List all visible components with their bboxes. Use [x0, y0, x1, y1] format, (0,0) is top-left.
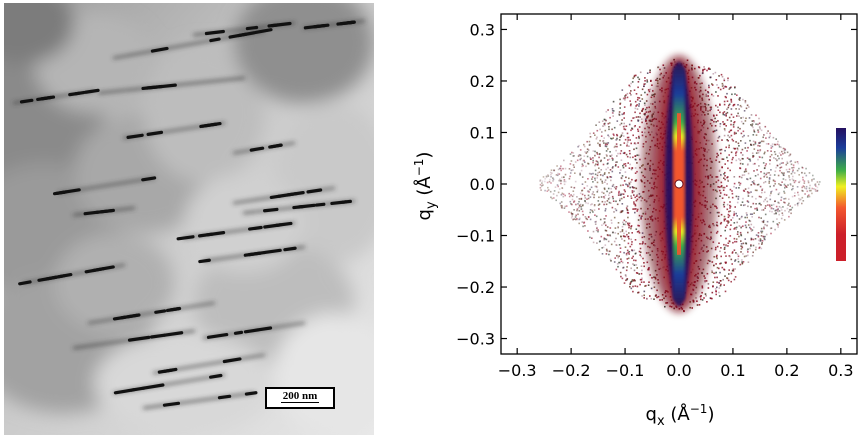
- x-tick-label: −0.1: [606, 361, 645, 380]
- y-tick-label: 0.2: [470, 72, 495, 91]
- y-tick-label: −0.1: [456, 227, 495, 246]
- x-axis-label: qx (Å−1): [646, 402, 715, 429]
- colorbar: [836, 128, 846, 261]
- central-streak: [673, 65, 685, 303]
- y-tick-label: 0.0: [470, 175, 495, 194]
- y-tick-label: 0.1: [470, 123, 495, 142]
- scale-bar: 200 nm: [265, 387, 335, 409]
- y-axis: 0.3 0.2 0.1 0.0 −0.1 −0.2 −0.3: [456, 20, 857, 349]
- x-tick-label: 0.0: [666, 361, 691, 380]
- saxs-chart: −0.3 −0.2 −0.1 0.0 0.1 0.2 0.3 0.30.20.10.0−0.…: [412, 13, 858, 429]
- x-axis: −0.3 −0.2 −0.1 0.0 0.1 0.2 0.3: [498, 14, 854, 380]
- tem-image: [4, 3, 374, 435]
- x-tick-label: 0.1: [720, 361, 745, 380]
- x-tick-label: 0.3: [828, 361, 853, 380]
- x-tick-label: −0.3: [498, 361, 537, 380]
- x-tick-label: −0.2: [552, 361, 591, 380]
- x-tick-label: 0.2: [774, 361, 799, 380]
- tem-micrograph: 200 nm: [4, 3, 374, 435]
- y-tick-label: 0.3: [470, 20, 495, 39]
- y-axis-label: qy (Å−1): [412, 152, 439, 221]
- y-tick-label: −0.3: [456, 330, 495, 349]
- y-tick-label: −0.2: [456, 278, 495, 297]
- scale-bar-label: 200 nm: [280, 390, 320, 403]
